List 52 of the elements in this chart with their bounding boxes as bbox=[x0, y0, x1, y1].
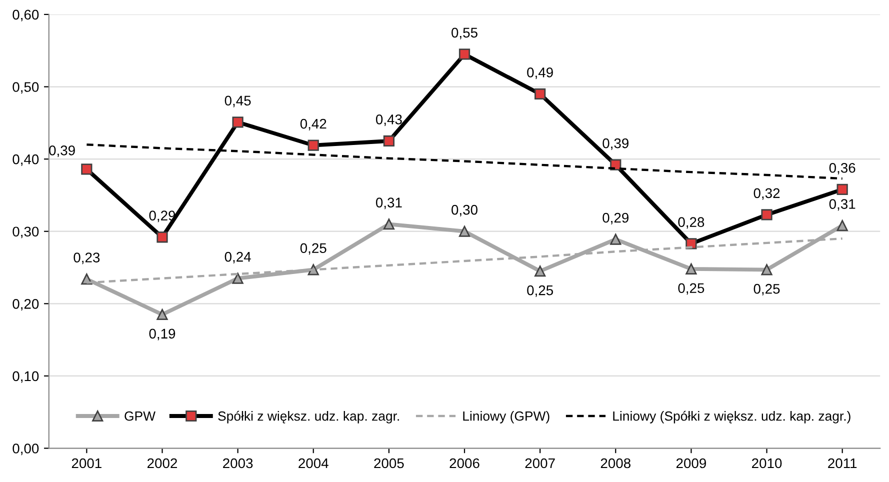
point bbox=[761, 264, 772, 276]
point bbox=[156, 308, 168, 320]
y-tick-label: 0,50 bbox=[12, 82, 39, 94]
data-label: 0,25 bbox=[527, 285, 553, 297]
y-tick-label: 0,40 bbox=[12, 154, 39, 166]
x-tick-label: 2007 bbox=[525, 458, 555, 468]
y-tick-label: 0,30 bbox=[12, 226, 39, 238]
x-tick-label: 2009 bbox=[676, 458, 706, 468]
data-label: 0,19 bbox=[149, 328, 176, 340]
x-tick-label: 2002 bbox=[147, 458, 177, 468]
data-label: 0,28 bbox=[678, 217, 704, 229]
point bbox=[534, 266, 546, 277]
data-label: 0,25 bbox=[754, 284, 780, 296]
point bbox=[458, 226, 470, 237]
data-label: 0,24 bbox=[224, 252, 251, 264]
data-label: 0,49 bbox=[527, 68, 553, 79]
data-label: 0,30 bbox=[452, 204, 478, 216]
x-tick-label: 2008 bbox=[600, 458, 630, 468]
x-tick-label: 2003 bbox=[223, 458, 253, 468]
point bbox=[610, 234, 622, 245]
data-label: 0,45 bbox=[224, 96, 251, 108]
point bbox=[686, 263, 697, 275]
legend-label: GPW bbox=[124, 411, 156, 421]
x-tick-label: 2011 bbox=[828, 458, 857, 468]
data-label: 0,25 bbox=[678, 283, 704, 295]
x-tick-label: 2005 bbox=[374, 458, 404, 468]
data-label: 0,31 bbox=[376, 198, 402, 210]
y-tick-label: 0,00 bbox=[12, 444, 39, 456]
point bbox=[383, 218, 394, 230]
data-label: 0,39 bbox=[49, 145, 75, 157]
data-label: 0,36 bbox=[829, 162, 856, 174]
y-tick-label: 0,60 bbox=[12, 10, 39, 22]
data-label: 0,32 bbox=[754, 188, 780, 200]
data-label: 0,43 bbox=[376, 114, 402, 126]
data-label: 0,42 bbox=[300, 118, 326, 130]
legend-label: Liniowy (Spółki z większ. udz. kap. zagr.) bbox=[613, 410, 850, 424]
data-label: 0,23 bbox=[74, 252, 100, 264]
y-tick-label: 0,20 bbox=[12, 298, 39, 310]
data-label: 0,25 bbox=[300, 243, 326, 255]
legend-label: Liniowy (GPW) bbox=[463, 411, 550, 424]
legend-label: Spółki z większ. udz. kap. zagr. bbox=[218, 410, 399, 424]
y-tick-label: 0,10 bbox=[12, 371, 39, 383]
data-label: 0,39 bbox=[602, 138, 628, 150]
point bbox=[836, 220, 848, 232]
x-tick-label: 2001 bbox=[72, 458, 102, 468]
x-tick-label: 2006 bbox=[450, 458, 480, 468]
data-label: 0,29 bbox=[602, 212, 628, 224]
point bbox=[232, 272, 244, 284]
x-tick-label: 2004 bbox=[298, 458, 328, 468]
x-tick-label: 2010 bbox=[752, 458, 782, 468]
data-label: 0,31 bbox=[829, 199, 856, 211]
data-label: 0,55 bbox=[452, 28, 478, 40]
